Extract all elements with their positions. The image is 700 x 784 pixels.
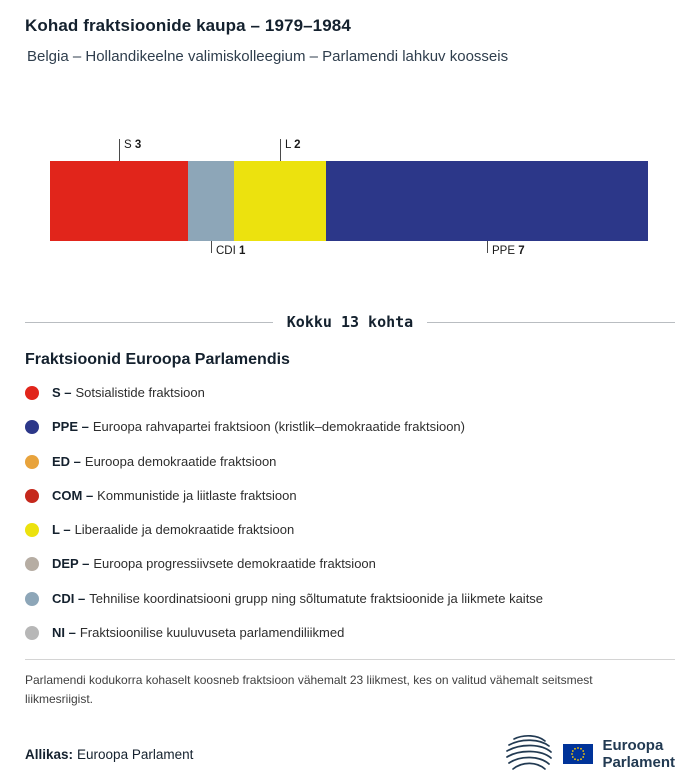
group-code: COM – (52, 487, 94, 503)
legend-color-dot (25, 454, 39, 469)
page-subtitle: Belgia – Hollandikeelne valimiskolleegiu… (27, 48, 509, 65)
bar-segment-tick (487, 241, 488, 253)
source-line: Allikas: Euroopa Parlament (25, 747, 193, 762)
bar-segment-label: PPE 7 (492, 245, 525, 257)
total-seats-label: Kokku 13 kohta (286, 313, 414, 331)
bar-segment-label: L 2 (285, 139, 301, 151)
group-description: Euroopa demokraatide fraktsioon (84, 453, 277, 469)
logo-text: Euroopa Parlament (602, 737, 675, 772)
total-seats-row: Kokku 13 kohta (25, 313, 675, 331)
eu-flag-icon (563, 744, 594, 765)
group-description: Sotsialistide fraktsioon (75, 385, 205, 400)
legend-item-ppe: PPE – Euroopa rahvapartei fraktsioon (kri… (25, 419, 675, 435)
page-title: Kohad fraktsioonide kaupa – 1979–1984 (25, 16, 351, 35)
logo-line1: Euroopa (602, 737, 664, 755)
bar-segment-l: L 2 (234, 139, 326, 241)
legend-color-dot (25, 557, 39, 572)
bar-segment-tick (119, 139, 120, 161)
legend-color-dot (25, 420, 39, 435)
bar-segment-tick (211, 241, 212, 253)
group-code: L – (52, 522, 71, 537)
group-description: Euroopa progressiivsete demokraatide fra… (93, 556, 376, 572)
legend-item-ed: ED – Euroopa demokraatide fraktsioon (25, 454, 675, 470)
bar-segment-cdi: CDI 1 (188, 161, 245, 257)
group-code: PPE – (52, 419, 89, 435)
group-code: NI – (52, 624, 76, 640)
footnote: Parlamendi kodukorra kohaselt koosneb fr… (25, 673, 593, 707)
seats-chart: S 3 CDI 1 L 2 PPE 7 (25, 139, 675, 257)
group-description: Fraktsioonilise kuuluvuseta parlamendili… (79, 624, 345, 640)
legend-heading: Fraktsioonid Euroopa Parlamendis (25, 351, 290, 368)
legend-text: DEP – Euroopa progressiivsete demokraatid… (52, 556, 376, 572)
legend-item-l: L – Liberaalide ja demokraatide fraktsioo… (25, 522, 675, 538)
legend-item-cdi: CDI – Tehnilise koordinatsiooni grupp nin… (25, 591, 675, 607)
divider-line (25, 659, 675, 660)
bar-segment-tick (280, 139, 281, 161)
bar-segment-label: S 3 (124, 139, 142, 151)
group-code: S – (52, 385, 72, 400)
bar-segment-label: CDI 1 (216, 245, 246, 257)
legend-color-dot (25, 386, 39, 400)
bar-segment-ppe: PPE 7 (326, 161, 648, 257)
stacked-bar: S 3 CDI 1 L 2 PPE 7 (50, 139, 648, 257)
legend-item-s: S – Sotsialistide fraktsioon (25, 385, 675, 401)
group-code: CDI – (52, 590, 86, 606)
group-description: Liberaalide ja demokraatide fraktsioon (74, 522, 295, 537)
right-rule (427, 321, 675, 323)
bar-segment-s: S 3 (50, 139, 188, 241)
legend-text: NI – Fraktsioonilise kuuluvuseta parlamen… (52, 625, 344, 641)
legend-text: S – Sotsialistide fraktsioon (52, 385, 205, 401)
source-value: Euroopa Parlament (77, 746, 194, 762)
legend-text: ED – Euroopa demokraatide fraktsioon (52, 454, 276, 470)
footer-row: Allikas: Euroopa Parlament (25, 733, 675, 775)
legend-color-dot (25, 523, 39, 537)
legend-color-dot (25, 625, 39, 640)
legend-item-ni: NI – Fraktsioonilise kuuluvuseta parlamen… (25, 625, 675, 641)
group-description: Kommunistide ja liitlaste fraktsioon (97, 487, 297, 503)
group-code: ED – (52, 453, 81, 469)
group-description: Euroopa rahvapartei fraktsioon (kristlik… (92, 419, 465, 435)
hemicycle-icon (506, 735, 553, 771)
european-parliament-logo: Euroopa Parlament (504, 733, 675, 775)
legend-item-com: COM – Kommunistide ja liitlaste fraktsioo… (25, 488, 675, 504)
group-description: Tehnilise koordinatsiooni grupp ning sõl… (89, 590, 544, 606)
left-rule (25, 321, 273, 323)
group-code: DEP – (52, 556, 90, 572)
legend-text: PPE – Euroopa rahvapartei fraktsioon (kri… (52, 419, 465, 435)
legend-color-dot (25, 591, 39, 606)
legend-color-dot (25, 488, 39, 503)
legend-text: CDI – Tehnilise koordinatsiooni grupp nin… (52, 591, 543, 607)
legend-item-dep: DEP – Euroopa progressiivsete demokraatid… (25, 556, 675, 572)
logo-line2: Parlament (602, 754, 675, 772)
legend-text: COM – Kommunistide ja liitlaste fraktsioo… (52, 488, 297, 504)
source-label: Allikas: (25, 746, 74, 762)
legend-text: L – Liberaalide ja demokraatide fraktsioo… (52, 522, 294, 538)
legend-list: S – Sotsialistide fraktsioon PPE – Euroopa… (25, 385, 675, 641)
